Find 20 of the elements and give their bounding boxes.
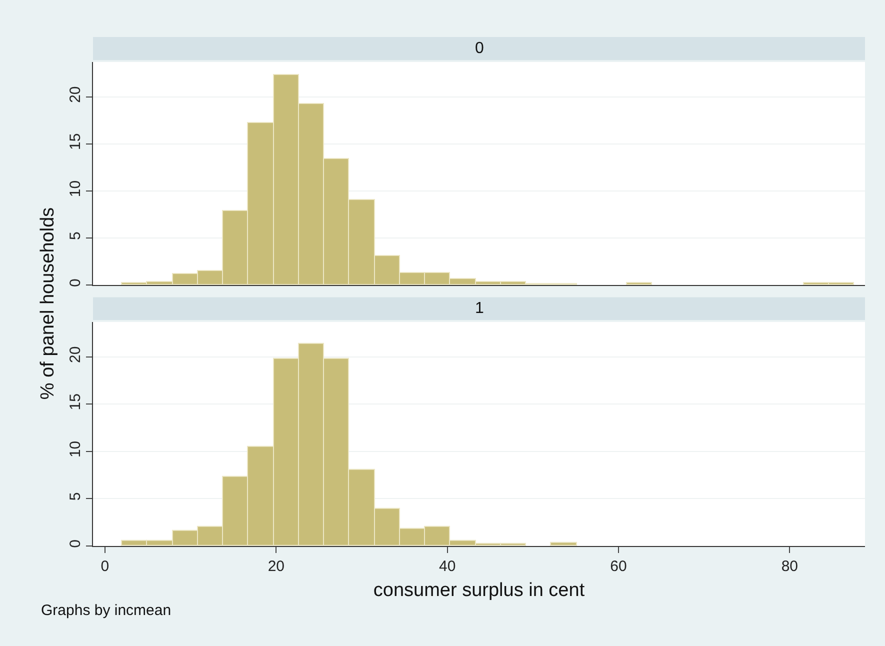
x-tick-label: 40 [438,558,456,575]
y-tick-label: 20 [67,86,84,103]
x-tick-label: 60 [610,558,627,575]
y-tick-label: 0 [67,278,84,288]
x-tick-label: 80 [781,558,798,575]
y-tick-label: 20 [67,346,84,363]
chart-title: 1 [475,300,484,317]
x-axis-title: consumer surplus in cent [373,580,586,601]
y-tick-label: 5 [67,492,84,501]
x-tick-label: 20 [268,558,285,575]
y-axis-title: % of panel households [38,207,59,400]
y-tick-label: 10 [67,440,84,458]
text: Graphs by incmean [41,602,172,619]
y-tick-label: 15 [67,133,84,150]
y-tick-label: 0 [67,540,84,548]
x-tick-label: 0 [100,558,110,575]
y-tick-label: 5 [67,232,84,240]
y-tick-label: 15 [67,394,84,410]
chart-title: 0 [475,40,484,57]
y-tick-label: 10 [67,180,84,198]
